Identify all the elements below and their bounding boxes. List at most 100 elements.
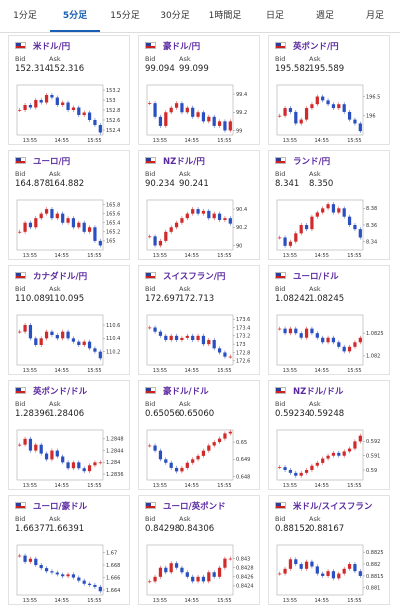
candle-body: [50, 571, 54, 573]
candle-body: [196, 455, 200, 460]
candle-body: [28, 558, 33, 562]
candle-body: [294, 559, 298, 565]
currency-card[interactable]: 米ドル/スイスフラン Bid Ask 0.88152 0.88167 0.8825 0.88…: [268, 495, 390, 605]
currency-card[interactable]: 英ポンド/ドル Bid Ask 1.28396 1.28406 1.2848 1.2844 1…: [8, 380, 130, 490]
candle-body: [34, 100, 38, 108]
candle-body: [331, 337, 336, 343]
flag-part: [276, 391, 285, 393]
currency-card[interactable]: 米ドル/円 Bid Ask 152.314 152.316 153.2 153 152.8 15…: [8, 35, 130, 145]
plot-frame: [146, 314, 234, 366]
tab[interactable]: 5分足: [50, 0, 100, 32]
tab[interactable]: 月足: [365, 11, 384, 21]
candle-body: [201, 210, 206, 214]
candle-body: [353, 119, 357, 124]
x-tick-label: 14:55: [315, 368, 329, 374]
y-tick-label: 0.8424: [236, 584, 254, 590]
y-tick-label: 110.6: [106, 323, 120, 329]
candle-body: [212, 442, 216, 446]
bid-label: Bid: [275, 170, 286, 178]
candle-body: [169, 335, 173, 340]
x-tick-label: 15:55: [87, 598, 101, 604]
candle-body: [71, 218, 76, 228]
tab[interactable]: 1時間足: [208, 11, 242, 21]
candle-body: [191, 459, 195, 463]
candle-body: [93, 120, 97, 125]
pair-name: 英ポンド/円: [293, 42, 339, 52]
candle-body: [93, 227, 97, 241]
candle-body: [347, 346, 352, 352]
candle-body: [153, 576, 157, 582]
y-tick-label: 99.4: [236, 92, 247, 98]
candle-body: [223, 121, 227, 131]
bid-value: 0.84298: [145, 524, 181, 534]
bid-label: Bid: [15, 55, 26, 63]
candle-body: [299, 472, 303, 476]
ask-label: Ask: [309, 170, 321, 178]
x-tick-label: 15:55: [217, 598, 231, 604]
mini-chart: 1.2848 1.2844 1.284 1.2836 13:55 14:55 15:55: [16, 429, 124, 489]
candle-body: [98, 351, 102, 359]
tab[interactable]: 週足: [315, 11, 334, 21]
currency-card[interactable]: スイスフラン/円 Bid Ask 172.697 172.713 173.6 173.4 17…: [138, 265, 260, 375]
y-tick-label: 0.843: [236, 556, 250, 562]
candle-body: [321, 573, 325, 576]
currency-card[interactable]: 豪ドル/円 Bid Ask 99.094 99.099 99.4 99.2 99 13:55 14…: [138, 35, 260, 145]
x-tick-label: 14:55: [315, 598, 329, 604]
candle-body: [180, 218, 184, 223]
pair-name: 豪ドル/円: [163, 42, 201, 52]
candle-body: [212, 340, 216, 349]
candle-body: [158, 116, 163, 126]
tab[interactable]: 1分足: [13, 11, 37, 21]
flag-part: [276, 506, 285, 508]
tab[interactable]: 15分足: [110, 11, 140, 21]
currency-card[interactable]: ユーロ/豪ドル Bid Ask 1.66377 1.66391 1.67 1.668 1.66…: [8, 495, 130, 605]
currency-card[interactable]: NZドル/円 Bid Ask 90.234 90.241 90.4 90.2 90 13:55 1…: [138, 150, 260, 260]
ask-value: 8.350: [309, 179, 334, 189]
currency-card[interactable]: ランド/円 Bid Ask 8.341 8.350 8.38 8.36 8.34 13:55 14…: [268, 150, 390, 260]
currency-card[interactable]: カナダドル/円 Bid Ask 110.089 110.095 110.6 110.4 110…: [8, 265, 130, 375]
ask-value: 90.241: [179, 179, 209, 189]
candle-body: [164, 567, 168, 573]
candle-body: [71, 574, 76, 578]
candle-body: [278, 328, 282, 330]
y-tick-label: 90: [236, 243, 242, 249]
bid-value: 1.28396: [15, 409, 51, 419]
y-tick-label: 0.591: [366, 454, 380, 460]
y-tick-label: 165.8: [106, 202, 120, 208]
candle-body: [304, 561, 309, 569]
candle-body: [342, 208, 346, 217]
candle-body: [66, 102, 70, 110]
x-tick-label: 13:55: [153, 368, 167, 374]
y-tick-label: 1.67: [106, 550, 117, 556]
candle-body: [304, 328, 309, 338]
x-tick-label: 15:55: [87, 483, 101, 489]
bid-value: 0.59234: [275, 409, 311, 419]
y-tick-label: 153.2: [106, 88, 120, 94]
currency-card[interactable]: 豪ドル/ドル Bid Ask 0.65056 0.65060 0.65 0.649 0.648…: [138, 380, 260, 490]
x-tick-label: 13:55: [283, 483, 297, 489]
currency-card[interactable]: ユーロ/円 Bid Ask 164.878 164.882 165.8 165.6 165.4…: [8, 150, 130, 260]
x-tick-label: 13:55: [23, 138, 37, 144]
tab[interactable]: 30分足: [160, 11, 190, 21]
candle-body: [180, 467, 184, 472]
candle-body: [278, 115, 282, 117]
currency-card[interactable]: NZドル/ドル Bid Ask 0.59234 0.59248 0.592 0.591 0.5…: [268, 380, 390, 490]
x-tick-label: 15:55: [217, 368, 231, 374]
x-tick-label: 13:55: [283, 368, 297, 374]
candle-body: [66, 462, 70, 469]
candle-body: [55, 213, 59, 219]
candle-body: [66, 331, 70, 339]
bid-value: 164.878: [15, 179, 51, 189]
candle-body: [337, 104, 341, 109]
ask-value: 195.589: [309, 64, 345, 74]
candle-body: [82, 112, 86, 115]
y-tick-label: 172.8: [236, 350, 250, 356]
candle-body: [169, 227, 173, 232]
currency-card[interactable]: ユーロ/英ポンド Bid Ask 0.84298 0.84306 0.843 0.8428 0…: [138, 495, 260, 605]
plot-frame: [276, 314, 364, 366]
candle-body: [153, 103, 157, 117]
currency-card[interactable]: ユーロ/ドル Bid Ask 1.08242 1.08245 1.0825 1.082 13:…: [268, 265, 390, 375]
plot-frame: [276, 544, 364, 596]
currency-card[interactable]: 英ポンド/円 Bid Ask 195.582 195.589 196.5 196 13:55 1…: [268, 35, 390, 145]
tab[interactable]: 日足: [265, 11, 284, 21]
